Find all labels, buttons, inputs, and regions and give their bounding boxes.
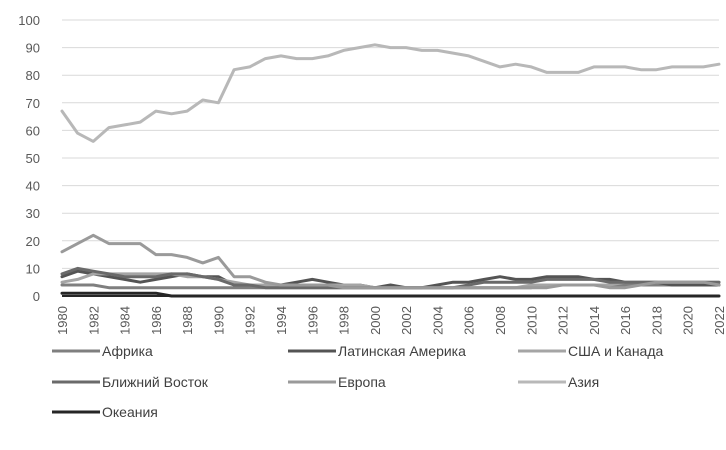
legend-label-2: США и Канада [568,343,664,359]
series-line-4 [60,233,721,290]
x-tick-label: 1982 [86,306,101,335]
y-tick-label: 50 [26,151,40,166]
y-tick-label: 10 [26,261,40,276]
y-tick-label: 0 [33,289,40,304]
x-tick-label: 2022 [712,306,726,335]
axes: 0 10 20 30 40 50 60 70 80 90 100 1980 1982 1984 1986 19… [18,13,726,335]
x-tick-label: 2002 [399,306,414,335]
x-tick-label: 2020 [681,306,696,335]
x-tick-label: 1980 [55,306,70,335]
y-tick-label: 70 [26,96,40,111]
x-tick-label: 1984 [118,306,133,335]
x-tick-label: 2014 [587,306,602,335]
series-lines [60,43,721,298]
legend-label-1: Латинская Америка [338,343,466,359]
x-tick-label: 1990 [211,306,226,335]
legend-label-6: Океания [102,404,158,420]
x-tick-label: 1992 [243,306,258,335]
x-tick-label: 1988 [180,306,195,335]
y-tick-label: 40 [26,179,40,194]
gridlines [62,19,719,269]
legend: Африка Латинская Америка США и Канада Ближн… [52,343,664,420]
x-tick-label: 2018 [649,306,664,335]
x-tick-label: 2012 [556,306,571,335]
x-tick-label: 1994 [274,306,289,335]
x-tick-label: 1998 [337,306,352,335]
series-line-5 [60,43,721,143]
legend-label-3: Ближний Восток [102,374,209,390]
legend-label-4: Европа [338,374,386,390]
x-tick-label: 2004 [430,306,445,335]
x-tick-label: 1986 [149,306,164,335]
series-line-1 [60,269,721,290]
y-tick-label: 100 [18,13,40,28]
legend-label-5: Азия [568,374,599,390]
x-tick-label: 2010 [524,306,539,335]
y-tick-label: 60 [26,123,40,138]
x-tick-label: 1996 [305,306,320,335]
legend-label-0: Африка [102,343,153,359]
x-tick-label: 2000 [368,306,383,335]
y-tick-label: 20 [26,234,40,249]
y-tick-label: 90 [26,41,40,56]
x-tick-label: 2016 [618,306,633,335]
y-tick-label: 80 [26,68,40,83]
y-tick-label: 30 [26,206,40,221]
x-tick-label: 2008 [493,306,508,335]
x-tick-label: 2006 [462,306,477,335]
